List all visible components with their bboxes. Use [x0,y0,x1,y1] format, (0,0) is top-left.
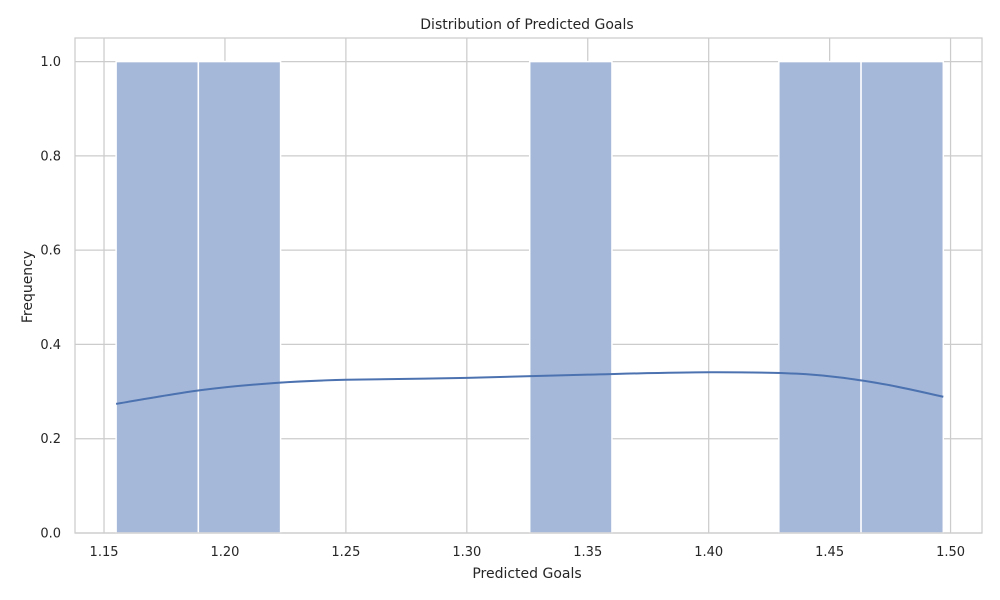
y-tick-label: 0.4 [40,338,61,353]
histogram-bar [860,60,945,534]
x-tick-label: 1.15 [90,545,119,560]
x-axis-label: Predicted Goals [472,566,581,582]
x-tick-label: 1.30 [452,545,481,560]
x-tick-label: 1.35 [573,545,602,560]
y-tick-label: 1.0 [40,55,61,70]
histogram-bar [528,60,613,534]
y-axis-label: Frequency [20,251,36,323]
x-tick-label: 1.45 [815,545,844,560]
x-tick-label: 1.50 [936,545,965,560]
y-tick-label: 0.8 [40,149,61,164]
histogram-bars [115,60,945,534]
x-tick-label: 1.25 [331,545,360,560]
y-tick-label: 0.2 [40,432,61,447]
kde-line [115,371,944,405]
plot-frame [74,37,983,534]
x-axis-ticks: 1.15 1.20 1.25 1.30 1.35 1.40 1.45 1.50 [90,545,965,560]
histogram-bar [197,60,282,534]
kde-curve-group [115,371,944,405]
y-tick-label: 0.6 [40,244,61,259]
histogram-bar [778,60,862,534]
x-tick-label: 1.40 [694,545,723,560]
x-tick-label: 1.20 [210,545,239,560]
y-tick-label: 0.0 [40,527,61,542]
histogram-bar [115,60,200,534]
chart-title: Distribution of Predicted Goals [420,17,633,33]
y-axis-ticks: 0.0 0.2 0.4 0.6 0.8 1.0 [40,55,61,541]
